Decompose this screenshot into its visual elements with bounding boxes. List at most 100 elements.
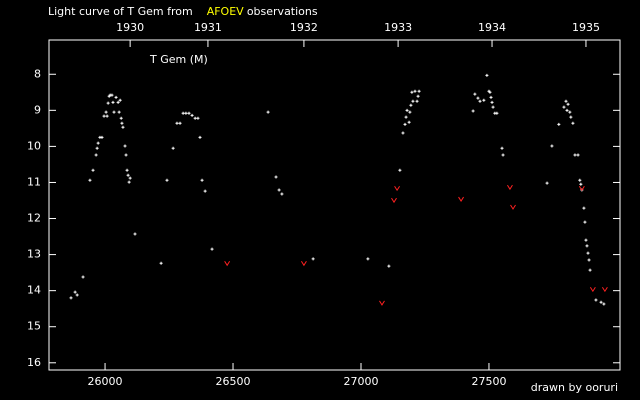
data-point xyxy=(410,90,414,94)
data-point xyxy=(366,257,370,261)
title-end: observations xyxy=(247,5,318,18)
x2-tick-label: 1931 xyxy=(194,21,222,34)
data-point xyxy=(91,168,95,172)
data-point xyxy=(75,293,79,297)
data-point xyxy=(586,251,590,255)
data-point xyxy=(564,99,568,103)
data-point xyxy=(490,100,494,104)
data-point xyxy=(96,141,100,145)
x2-tick-label: 1932 xyxy=(290,21,318,34)
data-point xyxy=(123,144,127,148)
data-point xyxy=(387,264,391,268)
data-point xyxy=(196,116,200,120)
data-point xyxy=(102,114,106,118)
data-point xyxy=(458,196,464,202)
data-point xyxy=(125,168,129,172)
data-point xyxy=(601,286,608,293)
data-point xyxy=(111,100,115,104)
data-point xyxy=(589,286,596,293)
data-point xyxy=(562,105,566,109)
data-point xyxy=(73,290,77,294)
data-point xyxy=(105,114,109,118)
y-tick-label: 10 xyxy=(27,139,41,152)
data-point xyxy=(545,181,549,185)
data-point xyxy=(495,111,499,115)
data-point xyxy=(81,275,85,279)
data-point xyxy=(416,94,420,98)
data-point xyxy=(510,204,516,210)
data-point xyxy=(476,96,480,100)
data-point xyxy=(594,298,598,302)
data-point xyxy=(203,189,207,193)
data-point xyxy=(224,260,231,267)
data-point xyxy=(266,110,270,114)
data-point xyxy=(579,182,583,186)
data-point xyxy=(482,98,486,102)
data-point xyxy=(557,122,561,126)
data-point xyxy=(501,153,505,157)
data-point xyxy=(379,300,385,306)
data-point xyxy=(578,185,585,192)
y-tick-label: 11 xyxy=(27,175,41,188)
data-point xyxy=(391,197,397,204)
data-point xyxy=(473,92,477,96)
y-tick-label: 14 xyxy=(27,284,41,297)
data-point xyxy=(565,108,569,112)
data-point xyxy=(133,232,137,236)
data-point xyxy=(401,131,405,135)
data-point xyxy=(582,206,586,210)
data-point xyxy=(403,122,407,126)
data-point xyxy=(210,247,214,251)
data-point xyxy=(478,99,482,103)
data-point xyxy=(500,146,504,150)
y-tick-label: 9 xyxy=(34,103,41,116)
data-point xyxy=(566,102,570,106)
data-point xyxy=(576,153,580,157)
data-point xyxy=(573,153,577,157)
y-tick-label: 16 xyxy=(27,356,41,369)
data-point xyxy=(178,121,182,125)
title-source: AFOEV xyxy=(207,5,244,18)
data-point xyxy=(114,95,118,99)
data-point xyxy=(488,90,492,94)
data-point xyxy=(184,111,188,115)
x-tick-label: 27000 xyxy=(343,375,378,388)
data-point xyxy=(280,192,284,196)
data-point xyxy=(587,258,591,262)
data-point xyxy=(550,144,554,148)
y-tick-label: 8 xyxy=(34,67,41,80)
data-point xyxy=(171,146,175,150)
plot-frame xyxy=(48,39,621,371)
x-tick-label: 26500 xyxy=(216,375,251,388)
x2-tick-label: 1933 xyxy=(384,21,412,34)
data-point xyxy=(181,111,185,115)
x-tick-label: 26000 xyxy=(88,375,123,388)
data-point xyxy=(408,110,412,114)
data-point xyxy=(491,105,495,109)
data-point xyxy=(568,110,572,114)
data-point xyxy=(187,111,191,115)
x2-tick-label: 1930 xyxy=(116,21,144,34)
data-point xyxy=(200,178,204,182)
data-point xyxy=(116,100,120,104)
x-tick-label: 27500 xyxy=(471,375,506,388)
data-point xyxy=(117,110,121,114)
data-point xyxy=(507,184,513,191)
data-point xyxy=(578,178,582,182)
data-point xyxy=(94,153,98,157)
data-point xyxy=(300,260,307,267)
y-tick-label: 13 xyxy=(27,248,41,261)
data-point xyxy=(415,99,419,103)
data-point xyxy=(198,135,202,139)
y-tick-label: 15 xyxy=(27,320,41,333)
data-point xyxy=(110,93,114,97)
data-point xyxy=(159,261,163,265)
data-point xyxy=(404,115,408,119)
data-point xyxy=(121,125,125,129)
data-point xyxy=(485,73,489,77)
data-point xyxy=(190,113,194,117)
data-point xyxy=(175,121,179,125)
data-point xyxy=(585,244,589,248)
data-point xyxy=(128,176,132,180)
